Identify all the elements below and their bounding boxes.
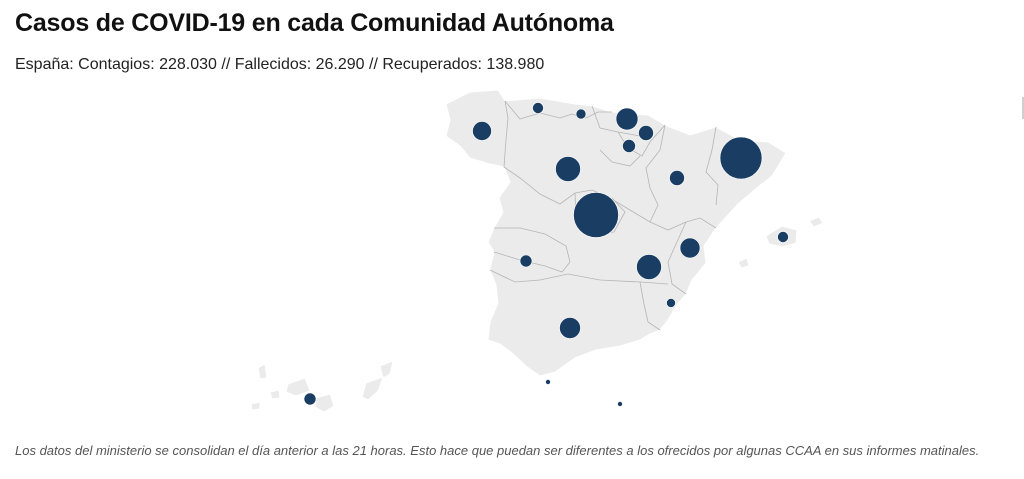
- bubble-comunidad-valenciana[interactable]: [679, 237, 701, 259]
- bubble-baleares[interactable]: [777, 231, 789, 243]
- bubble-extremadura[interactable]: [519, 254, 533, 268]
- gran-canaria-shape: [314, 393, 335, 413]
- tenerife-shape: [285, 377, 311, 397]
- ibiza-shape: [737, 257, 750, 269]
- bubble-asturias[interactable]: [532, 102, 544, 114]
- fuerteventura-shape: [361, 376, 384, 401]
- el-hierro-shape: [250, 401, 261, 411]
- bubble-cantabria[interactable]: [575, 108, 587, 120]
- bubble-pais-vasco[interactable]: [615, 107, 639, 131]
- bubble-andalucia[interactable]: [559, 317, 581, 339]
- bubble-castilla-y-leon[interactable]: [555, 156, 581, 182]
- scrollbar-edge: [1022, 97, 1024, 119]
- footnote: Los datos del ministerio se consolidan e…: [15, 443, 980, 458]
- national-summary: España: Contagios: 228.030 // Fallecidos…: [15, 56, 545, 73]
- bubble-navarra[interactable]: [638, 125, 654, 141]
- bubble-melilla[interactable]: [617, 401, 623, 407]
- la-gomera-shape: [269, 389, 281, 400]
- bubble-la-rioja[interactable]: [622, 139, 636, 153]
- bubble-galicia[interactable]: [472, 121, 492, 141]
- lanzarote-shape: [379, 360, 394, 379]
- bubble-aragon[interactable]: [669, 170, 685, 186]
- bubble-cataluna[interactable]: [719, 136, 763, 180]
- case-bubbles: [303, 102, 789, 407]
- bubble-castilla-la-mancha[interactable]: [636, 254, 662, 280]
- bubble-ceuta[interactable]: [545, 379, 551, 385]
- menorca-shape: [808, 216, 824, 228]
- bubble-region-de-murcia[interactable]: [666, 298, 676, 308]
- mainland-spain-shape: [445, 89, 787, 377]
- la-palma-shape: [257, 363, 268, 380]
- bubble-madrid[interactable]: [573, 192, 619, 238]
- page-title: Casos de COVID-19 en cada Comunidad Autó…: [15, 9, 614, 37]
- bubble-canarias[interactable]: [303, 392, 317, 406]
